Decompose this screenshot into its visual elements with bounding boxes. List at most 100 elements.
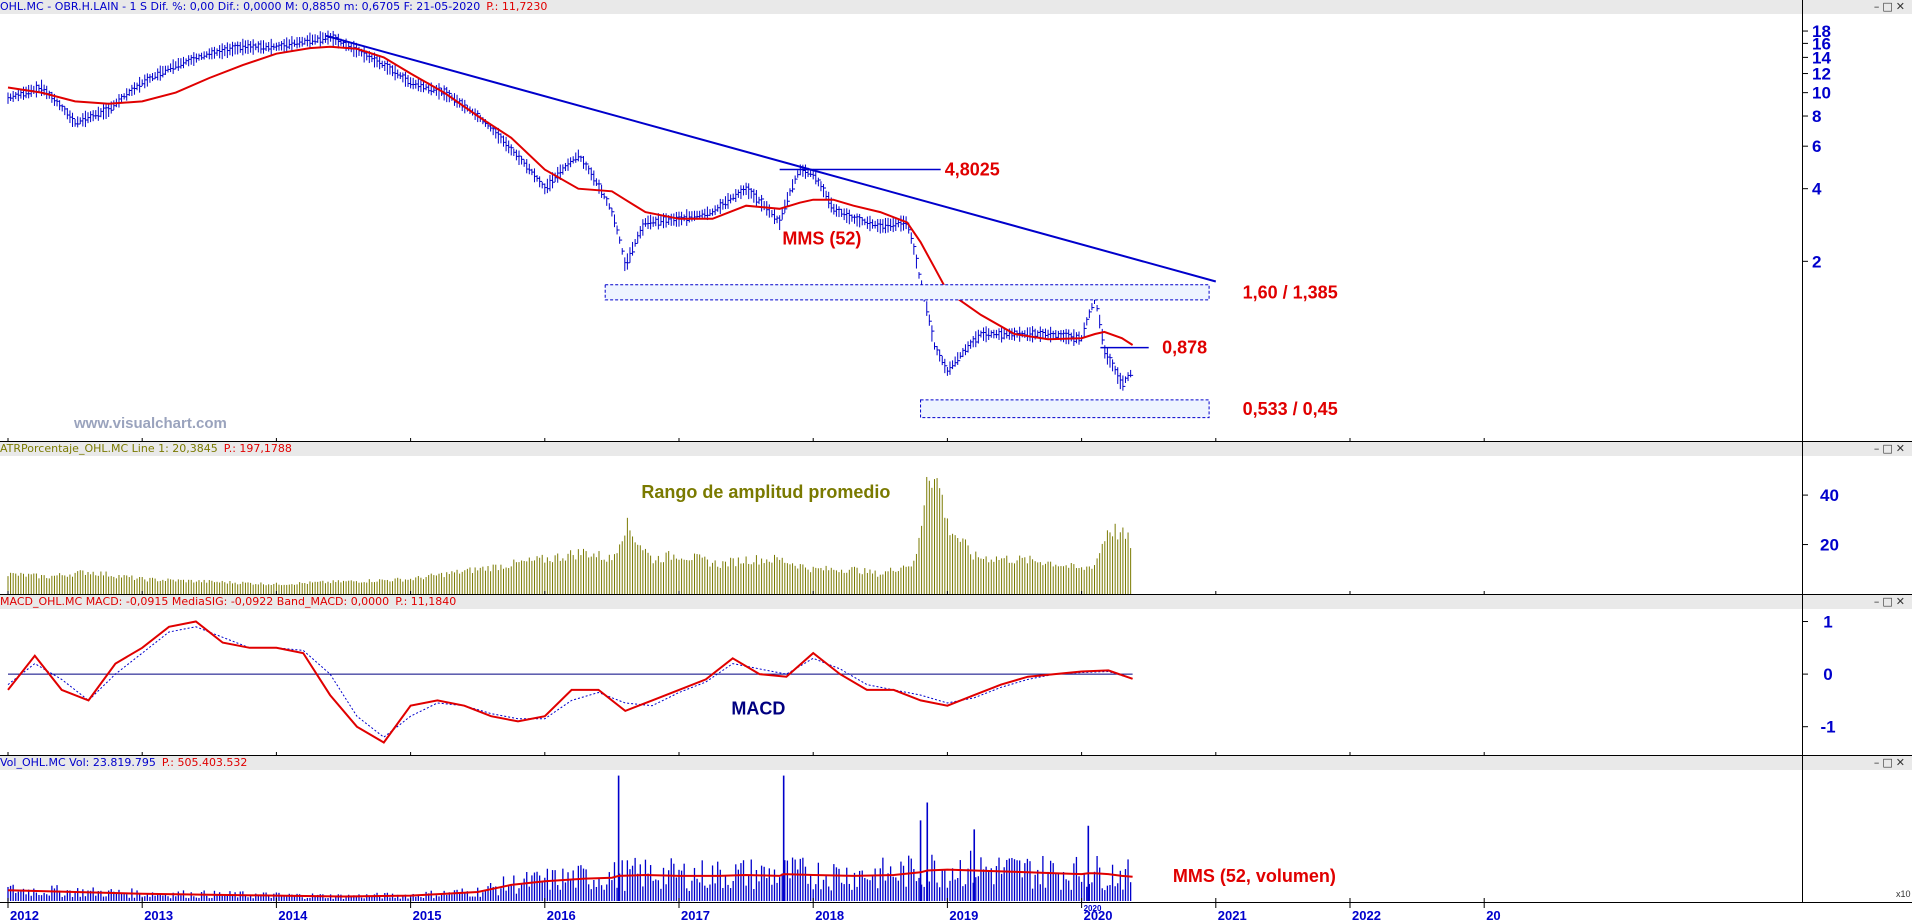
- price-bar: [585, 161, 589, 171]
- price-bar: [619, 236, 623, 244]
- watermark: www.visualchart.com: [74, 415, 227, 432]
- price-bar: [786, 192, 790, 207]
- price-bar: [611, 207, 615, 217]
- price-bar: [1112, 359, 1116, 372]
- price-y-tick-label: 10: [1812, 84, 1831, 103]
- mms52-line: [7, 45, 1134, 346]
- close-icon[interactable]: ✕: [1895, 595, 1908, 608]
- price-bar: [61, 104, 65, 112]
- time-year-label: 2017: [681, 908, 710, 923]
- volume-header-text: Vol_OHL.MC Vol: 23.819.795: [0, 756, 156, 769]
- maximize-icon[interactable]: □: [1882, 0, 1896, 13]
- maximize-icon[interactable]: □: [1882, 756, 1896, 769]
- price-bar: [913, 243, 917, 255]
- time-axis: 2012 2013 2014 2015 2016 2017 2018 2019 2020 2021…: [0, 902, 1912, 923]
- price-y-tick-label: 18: [1812, 22, 1831, 41]
- price-bar: [931, 325, 935, 342]
- price-axis-separator: [1802, 0, 1803, 442]
- price-bar: [1122, 375, 1126, 391]
- volume-window-controls[interactable]: –□✕: [1874, 756, 1908, 770]
- atr-axis-separator: [1802, 442, 1803, 595]
- price-window-controls[interactable]: –□✕: [1874, 0, 1908, 14]
- minimize-icon[interactable]: –: [1873, 756, 1883, 769]
- price-bar: [1099, 314, 1103, 329]
- macd-y-tick-label: 1: [1823, 613, 1832, 632]
- macd-y-tick-label: -1: [1820, 718, 1835, 737]
- volume-panel: Vol_OHL.MC Vol: 23.819.795 P.: 505.403.53…: [0, 756, 1912, 902]
- macd-label: MACD: [731, 698, 785, 718]
- support-zone-upper: [604, 284, 1210, 301]
- close-icon[interactable]: ✕: [1895, 756, 1908, 769]
- time-year-label: 2012: [10, 908, 39, 923]
- price-bar: [1109, 353, 1113, 368]
- time-year-label: 2013: [144, 908, 173, 923]
- time-sub-label: 2020: [1084, 904, 1102, 913]
- macd-signal-line: [7, 626, 1133, 738]
- volume-panel-header: Vol_OHL.MC Vol: 23.819.795 P.: 505.403.53…: [0, 756, 1912, 770]
- time-year-label: 2022: [1352, 908, 1381, 923]
- volume-header-red: P.: 505.403.532: [161, 756, 248, 769]
- time-year-label: 2020: [1084, 908, 1113, 923]
- price-y-tick-label: 6: [1812, 137, 1821, 156]
- price-bar: [779, 215, 783, 231]
- price-panel: OHL.MC - OBR.H.LAIN - 1 S Dif. %: 0,00 D…: [0, 0, 1912, 442]
- price-header-red: P.: 11,7230: [486, 0, 548, 13]
- price-bar: [781, 208, 785, 220]
- price-bar: [613, 214, 617, 228]
- price-bar: [794, 175, 798, 184]
- macd-line: [7, 620, 1133, 744]
- price-bar: [1088, 309, 1092, 319]
- price-bar: [926, 301, 930, 316]
- price-bar: [510, 144, 514, 156]
- support-zone-lower-label: 0,533 / 0,45: [1243, 399, 1338, 419]
- atr-panel-header: ATRPorcentaje_OHL.MC Line 1: 20,3845 P.: …: [0, 442, 1912, 456]
- mms52-label: MMS (52): [782, 228, 861, 248]
- price-bar: [817, 177, 821, 187]
- price-bar: [1086, 317, 1090, 326]
- resistance-label: 4,8025: [945, 160, 1000, 180]
- close-icon[interactable]: ✕: [1895, 442, 1908, 455]
- price-bar: [632, 241, 636, 256]
- price-bar: [915, 254, 919, 269]
- macd-chart[interactable]: MACD 1 0 -1: [0, 595, 1912, 756]
- price-bar: [761, 194, 765, 212]
- macd-axis-separator: [1802, 595, 1803, 756]
- price-bar: [918, 272, 922, 279]
- macd-window-controls[interactable]: –□✕: [1874, 595, 1908, 609]
- time-year-label: 2021: [1218, 908, 1247, 923]
- volume-axis-separator: [1802, 756, 1803, 902]
- volume-scale-badge: x10: [1896, 889, 1911, 899]
- macd-panel-header: MACD_OHL.MC MACD: -0,0915 MediaSIG: -0,0…: [0, 595, 1912, 609]
- price-bar: [598, 179, 602, 194]
- support-zone-upper-label: 1,60 / 1,385: [1243, 282, 1338, 302]
- close-icon[interactable]: ✕: [1895, 0, 1908, 13]
- atr-y-tick-label: 40: [1820, 486, 1839, 505]
- atr-window-controls[interactable]: –□✕: [1874, 442, 1908, 456]
- atr-chart[interactable]: Rango de amplitud promedio 40 20: [0, 442, 1912, 595]
- volume-mms-label: MMS (52, volumen): [1173, 866, 1336, 886]
- support-zone-lower: [920, 399, 1210, 419]
- price-bar: [521, 156, 525, 165]
- price-header-text: OHL.MC - OBR.H.LAIN - 1 S Dif. %: 0,00 D…: [0, 0, 481, 13]
- price-bar: [634, 239, 638, 247]
- macd-panel: MACD_OHL.MC MACD: -0,0915 MediaSIG: -0,0…: [0, 595, 1912, 756]
- atr-label: Rango de amplitud promedio: [641, 482, 890, 502]
- price-bar: [910, 232, 914, 244]
- minimize-icon[interactable]: –: [1873, 0, 1883, 13]
- price-bar: [539, 176, 543, 188]
- price-chart[interactable]: 4,8025 1,60 / 1,385 0,878 0,533 / 0,45 MMS (…: [0, 0, 1912, 442]
- price-panel-header: OHL.MC - OBR.H.LAIN - 1 S Dif. %: 0,00 D…: [0, 0, 1912, 14]
- volume-mms-line: [7, 868, 1133, 898]
- volume-chart[interactable]: MMS (52, volumen)60.000.0040.000.0020.00…: [0, 756, 1912, 902]
- time-year-label: 20: [1486, 908, 1500, 923]
- time-year-label: 2016: [547, 908, 576, 923]
- time-year-label: 2015: [413, 908, 442, 923]
- minimize-icon[interactable]: –: [1873, 442, 1883, 455]
- maximize-icon[interactable]: □: [1882, 595, 1896, 608]
- price-bar: [1091, 303, 1095, 311]
- minimize-icon[interactable]: –: [1873, 595, 1883, 608]
- maximize-icon[interactable]: □: [1882, 442, 1896, 455]
- level-label: 0,878: [1162, 338, 1207, 358]
- price-bar: [957, 352, 961, 365]
- atr-y-tick-label: 20: [1820, 536, 1839, 555]
